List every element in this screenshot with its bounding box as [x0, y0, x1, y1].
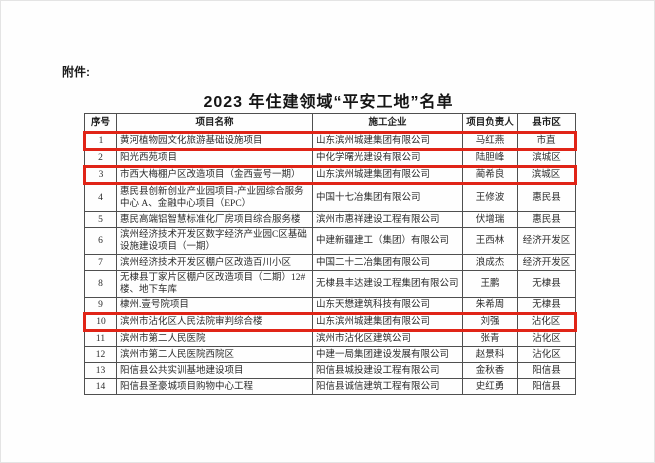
cell-project: 滨州市第二人民医院: [116, 330, 313, 347]
cell-company: 滨州市沾化区建筑公司: [312, 330, 463, 347]
column-header-district: 县市区: [517, 113, 576, 133]
cell-no: 1: [83, 131, 117, 151]
cell-company: 无棣县丰达建设工程集团有限公司: [312, 270, 463, 298]
table-row: 13 阳信县公共实训基地建设项目 阳信县城投建设工程有限公司 金秋香 阳信县: [84, 362, 576, 379]
column-header-no: 序号: [84, 113, 117, 133]
cell-manager: 史红勇: [462, 378, 518, 395]
cell-company: 山东滨州城建集团有限公司: [312, 165, 463, 185]
cell-district: 惠民县: [517, 183, 576, 212]
attachment-label: 附件:: [62, 65, 90, 79]
cell-manager: 蔺希良: [462, 165, 518, 185]
cell-manager: 张青: [462, 330, 518, 347]
cell-no: 8: [84, 270, 117, 298]
cell-manager: 刘强: [462, 312, 518, 332]
table-row: 4 惠民县创新创业产业园项目-产业园综合服务中心 A、金融中心项目（EPC） 中国十…: [84, 183, 576, 212]
cell-company: 中建新疆建工（集团）有限公司: [312, 227, 463, 255]
cell-manager: 伏增瑞: [462, 211, 518, 228]
cell-district: 沾化区: [517, 312, 577, 332]
cell-project: 市西大梅棚户区改造项目（金西壹号一期）: [116, 165, 313, 185]
cell-district: 沾化区: [517, 346, 576, 363]
cell-no: 6: [84, 227, 117, 255]
highlighted-row: 10 滨州市沾化区人民法院审判综合楼 山东滨州城建集团有限公司 刘强 沾化区: [83, 312, 577, 332]
cell-project: 滨州经济技术开发区棚户区改造百川小区: [116, 254, 313, 271]
table-row: 6 滨州经济技术开发区数字经济产业园C区基础设施建设项目（一期） 中建新疆建工（集团…: [84, 227, 576, 255]
cell-no: 14: [84, 378, 117, 395]
cell-manager: 王修波: [462, 183, 518, 212]
cell-district: 惠民县: [517, 211, 576, 228]
cell-no: 7: [84, 254, 117, 271]
table-row: 7 滨州经济技术开发区棚户区改造百川小区 中国二十二冶集团有限公司 浪成杰 经济开发区: [84, 254, 576, 271]
cell-company: 阳信县诚信建筑工程有限公司: [312, 378, 463, 395]
cell-project: 滨州市第二人民医院西院区: [116, 346, 313, 363]
cell-district: 经济开发区: [517, 227, 576, 255]
table-row: 14 阳信县圣豪城项目购物中心工程 阳信县诚信建筑工程有限公司 史红勇 阳信县: [84, 378, 576, 395]
cell-district: 滨城区: [517, 149, 576, 167]
cell-no: 10: [83, 312, 117, 332]
cell-no: 9: [84, 297, 117, 314]
cell-district: 无棣县: [517, 297, 576, 314]
table-row: 12 滨州市第二人民医院西院区 中建一局集团建设发展有限公司 赵景科 沾化区: [84, 346, 576, 363]
cell-no: 12: [84, 346, 117, 363]
cell-no: 4: [84, 183, 117, 212]
cell-no: 5: [84, 211, 117, 228]
cell-manager: 马红燕: [462, 131, 518, 151]
cell-manager: 王西林: [462, 227, 518, 255]
highlighted-row: 3 市西大梅棚户区改造项目（金西壹号一期） 山东滨州城建集团有限公司 蔺希良 滨城区: [83, 165, 577, 185]
cell-company: 山东天懋建筑科技有限公司: [312, 297, 463, 314]
cell-company: 滨州市惠祥建设工程有限公司: [312, 211, 463, 228]
cell-company: 山东滨州城建集团有限公司: [312, 312, 463, 332]
cell-district: 市直: [517, 131, 577, 151]
cell-project: 惠民高端铝智慧标准化厂房项目综合服务楼: [116, 211, 313, 228]
cell-manager: 浪成杰: [462, 254, 518, 271]
table-row: 5 惠民高端铝智慧标准化厂房项目综合服务楼 滨州市惠祥建设工程有限公司 伏增瑞 惠民县: [84, 211, 576, 228]
cell-project: 黄河植物园文化旅游基础设施项目: [116, 131, 313, 151]
cell-district: 经济开发区: [517, 254, 576, 271]
cell-company: 中国二十二冶集团有限公司: [312, 254, 463, 271]
page-title: 2023 年住建领域“平安工地”名单: [203, 94, 454, 111]
column-header-company: 施工企业: [312, 113, 463, 133]
cell-manager: 陆胆峰: [462, 149, 518, 167]
table-row: 11 滨州市第二人民医院 滨州市沾化区建筑公司 张青 沾化区: [84, 330, 576, 347]
cell-company: 中建一局集团建设发展有限公司: [312, 346, 463, 363]
cell-company: 中国十七冶集团有限公司: [312, 183, 463, 212]
column-header-project: 项目名称: [116, 113, 313, 133]
cell-company: 阳信县城投建设工程有限公司: [312, 362, 463, 379]
cell-no: 11: [84, 330, 117, 347]
cell-manager: 赵景科: [462, 346, 518, 363]
cell-district: 滨城区: [517, 165, 577, 185]
table-row: 2 阳光西苑项目 中化学曙光建设有限公司 陆胆峰 滨城区: [84, 149, 576, 167]
table-header-row: 序号 项目名称 施工企业 项目负责人 县市区: [84, 113, 576, 133]
table-body: 1 黄河植物园文化旅游基础设施项目 山东滨州城建集团有限公司 马红燕 市直 2 阳光西苑项目…: [83, 131, 577, 395]
cell-no: 2: [84, 149, 117, 167]
cell-manager: 朱希周: [462, 297, 518, 314]
cell-manager: 金秋香: [462, 362, 518, 379]
table-row: 8 无棣县丁家片区棚户区改造项目（二期）12#楼、地下车库 无棣县丰达建设工程集团有…: [84, 270, 576, 298]
cell-project: 阳光西苑项目: [116, 149, 313, 167]
cell-project: 滨州经济技术开发区数字经济产业园C区基础设施建设项目（一期）: [116, 227, 313, 255]
cell-company: 山东滨州城建集团有限公司: [312, 131, 463, 151]
cell-project: 惠民县创新创业产业园项目-产业园综合服务中心 A、金融中心项目（EPC）: [116, 183, 313, 212]
cell-district: 阳信县: [517, 378, 576, 395]
cell-district: 无棣县: [517, 270, 576, 298]
cell-no: 3: [83, 165, 117, 185]
cell-project: 阳信县公共实训基地建设项目: [116, 362, 313, 379]
cell-no: 13: [84, 362, 117, 379]
highlighted-row: 1 黄河植物园文化旅游基础设施项目 山东滨州城建集团有限公司 马红燕 市直: [83, 131, 577, 151]
column-header-manager: 项目负责人: [462, 113, 518, 133]
cell-project: 阳信县圣豪城项目购物中心工程: [116, 378, 313, 395]
cell-district: 沾化区: [517, 330, 576, 347]
cell-project: 无棣县丁家片区棚户区改造项目（二期）12#楼、地下车库: [116, 270, 313, 298]
cell-project: 滨州市沾化区人民法院审判综合楼: [116, 312, 313, 332]
cell-company: 中化学曙光建设有限公司: [312, 149, 463, 167]
projects-table: 序号 项目名称 施工企业 项目负责人 县市区 1 黄河植物园文化旅游基础设施项目 山东滨州城…: [83, 113, 577, 395]
cell-project: 棣州.壹号院项目: [116, 297, 313, 314]
cell-manager: 王鹏: [462, 270, 518, 298]
table-row: 9 棣州.壹号院项目 山东天懋建筑科技有限公司 朱希周 无棣县: [84, 297, 576, 314]
cell-district: 阳信县: [517, 362, 576, 379]
